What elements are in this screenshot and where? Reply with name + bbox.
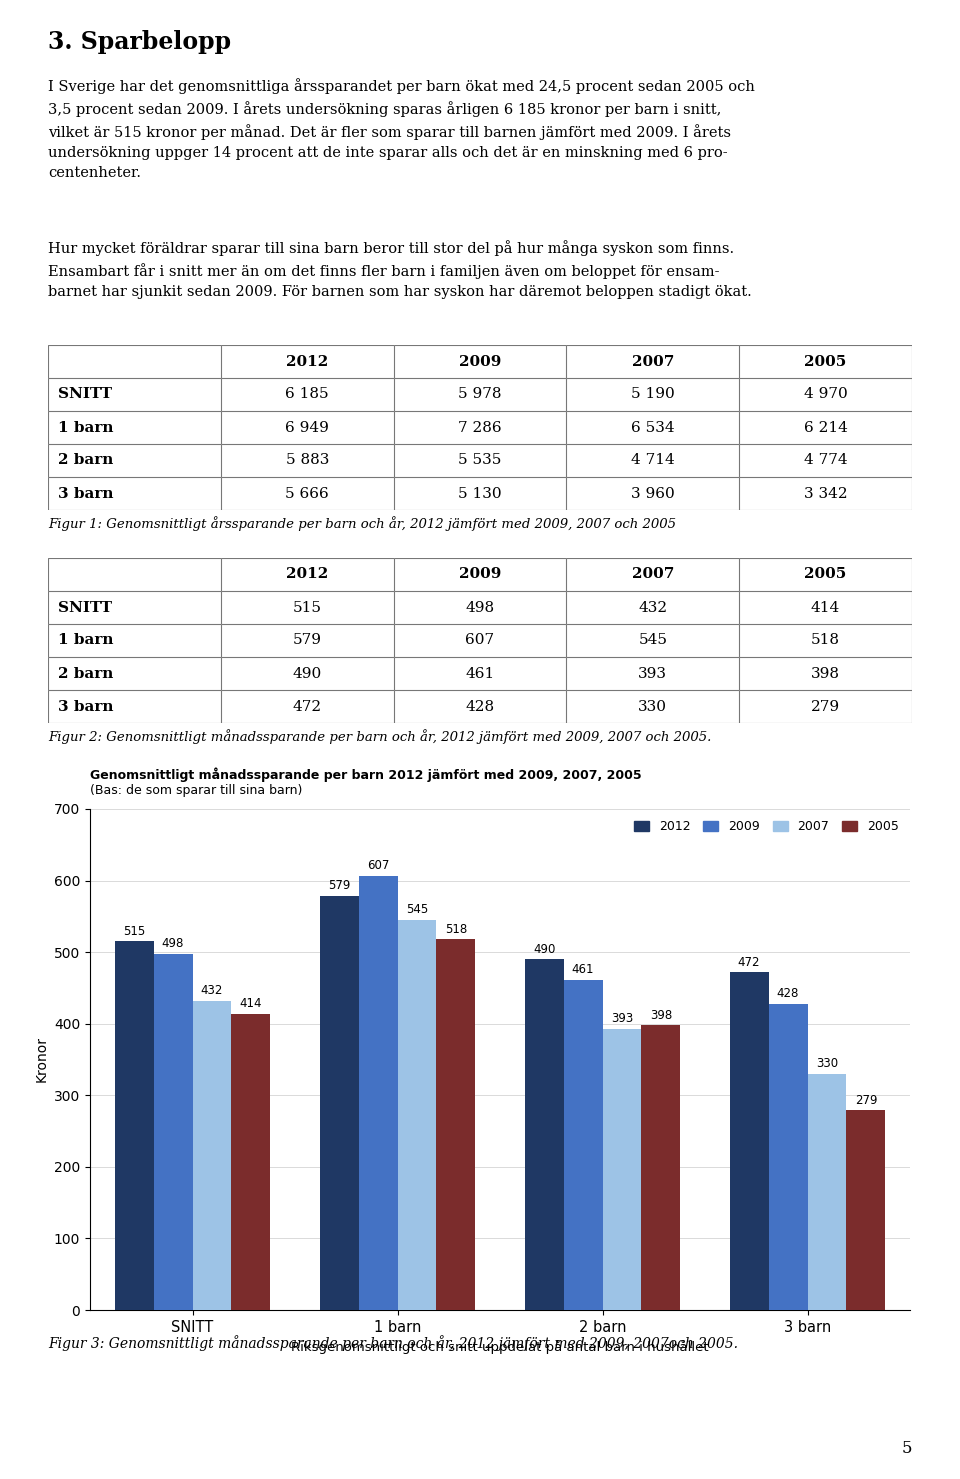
Text: 428: 428 (777, 986, 800, 1000)
Text: 414: 414 (240, 997, 262, 1010)
Bar (847, 1111, 885, 1310)
Text: 2007: 2007 (632, 568, 674, 581)
Text: 5: 5 (901, 1441, 912, 1457)
Text: 579: 579 (293, 633, 322, 648)
Text: 330: 330 (816, 1057, 838, 1071)
Text: 2 barn: 2 barn (59, 667, 113, 680)
Text: 432: 432 (201, 984, 223, 997)
Bar (397, 920, 437, 1310)
Text: 498: 498 (162, 938, 184, 950)
Text: 5 666: 5 666 (285, 487, 329, 500)
Text: SNITT: SNITT (59, 387, 112, 401)
Text: 607: 607 (367, 859, 389, 873)
Text: 472: 472 (293, 700, 322, 713)
Text: 515: 515 (293, 600, 322, 614)
Text: 4 774: 4 774 (804, 454, 848, 467)
Text: 5 130: 5 130 (458, 487, 502, 500)
Text: 2012: 2012 (286, 355, 328, 368)
Text: 545: 545 (406, 904, 428, 917)
Text: 3 barn: 3 barn (59, 487, 114, 500)
Text: 330: 330 (638, 700, 667, 713)
Bar (769, 1004, 807, 1310)
Bar (231, 1013, 271, 1310)
Bar (603, 1029, 641, 1310)
Text: 279: 279 (811, 700, 840, 713)
Text: 428: 428 (466, 700, 494, 713)
Text: 398: 398 (650, 1009, 672, 1022)
Text: 2005: 2005 (804, 355, 847, 368)
Text: 518: 518 (444, 923, 468, 936)
Text: 461: 461 (466, 667, 494, 680)
Text: 7 286: 7 286 (458, 420, 502, 435)
Bar (437, 939, 475, 1310)
Bar (114, 942, 154, 1310)
Text: 1 barn: 1 barn (59, 633, 114, 648)
Text: 393: 393 (638, 667, 667, 680)
X-axis label: Riksgenomsnittligt och snitt uppdelat på antal barn i hushållet: Riksgenomsnittligt och snitt uppdelat på… (291, 1340, 708, 1355)
Text: 472: 472 (738, 955, 760, 969)
Text: 490: 490 (293, 667, 322, 680)
Text: 5 883: 5 883 (285, 454, 329, 467)
Text: 414: 414 (811, 600, 840, 614)
Text: 515: 515 (123, 924, 145, 938)
Legend: 2012, 2009, 2007, 2005: 2012, 2009, 2007, 2005 (629, 815, 903, 839)
Text: 490: 490 (533, 942, 555, 955)
Bar (564, 981, 603, 1310)
Text: 498: 498 (466, 600, 494, 614)
Text: 545: 545 (638, 633, 667, 648)
Text: 6 185: 6 185 (285, 387, 329, 401)
Text: 6 534: 6 534 (631, 420, 675, 435)
Text: 2009: 2009 (459, 355, 501, 368)
Text: Hur mycket föräldrar sparar till sina barn beror till stor del på hur många sysk: Hur mycket föräldrar sparar till sina ba… (48, 240, 752, 299)
Text: 5 535: 5 535 (458, 454, 502, 467)
Y-axis label: Kronor: Kronor (35, 1037, 48, 1083)
Bar (358, 876, 397, 1310)
Text: 461: 461 (572, 963, 594, 976)
Text: 2 barn: 2 barn (59, 454, 113, 467)
Text: Figur 2: Genomsnittligt månadssparande per barn och år, 2012 jämfört med 2009, 2: Figur 2: Genomsnittligt månadssparande p… (48, 729, 711, 744)
Text: Figur 1: Genomsnittligt årssparande per barn och år, 2012 jämfört med 2009, 2007: Figur 1: Genomsnittligt årssparande per … (48, 516, 676, 531)
Text: 279: 279 (854, 1094, 877, 1106)
Text: Figur 3: Genomsnittligt månadssparande per barn och år, 2012 jämfört med 2009, 2: Figur 3: Genomsnittligt månadssparande p… (48, 1336, 738, 1350)
Text: SNITT: SNITT (59, 600, 112, 614)
Text: 3 342: 3 342 (804, 487, 848, 500)
Text: 518: 518 (811, 633, 840, 648)
Text: Genomsnittligt månadssparande per barn 2012 jämfört med 2009, 2007, 2005: Genomsnittligt månadssparande per barn 2… (90, 768, 641, 781)
Text: 2005: 2005 (804, 568, 847, 581)
Text: (Bas: de som sparar till sina barn): (Bas: de som sparar till sina barn) (90, 784, 302, 797)
Text: 393: 393 (611, 1012, 633, 1025)
Text: 432: 432 (638, 600, 667, 614)
Bar (193, 1001, 231, 1310)
Bar (524, 960, 564, 1310)
Text: 2012: 2012 (286, 568, 328, 581)
Text: 2009: 2009 (459, 568, 501, 581)
Text: 6 949: 6 949 (285, 420, 329, 435)
Text: I Sverige har det genomsnittliga årssparandet per barn ökat med 24,5 procent sed: I Sverige har det genomsnittliga årsspar… (48, 78, 755, 180)
Text: 4 714: 4 714 (631, 454, 675, 467)
Bar (320, 896, 358, 1310)
Text: 3 barn: 3 barn (59, 700, 114, 713)
Text: 3. Sparbelopp: 3. Sparbelopp (48, 30, 231, 55)
Bar (807, 1074, 847, 1310)
Text: 607: 607 (466, 633, 494, 648)
Text: 5 190: 5 190 (631, 387, 675, 401)
Bar (730, 972, 769, 1310)
Text: 6 214: 6 214 (804, 420, 848, 435)
Text: 2007: 2007 (632, 355, 674, 368)
Bar (641, 1025, 681, 1310)
Bar (154, 954, 193, 1310)
Text: 1 barn: 1 barn (59, 420, 114, 435)
Text: 398: 398 (811, 667, 840, 680)
Text: 579: 579 (328, 879, 350, 892)
Text: 4 970: 4 970 (804, 387, 848, 401)
Text: 3 960: 3 960 (631, 487, 675, 500)
Text: 5 978: 5 978 (458, 387, 502, 401)
